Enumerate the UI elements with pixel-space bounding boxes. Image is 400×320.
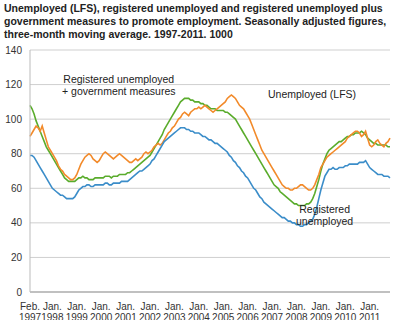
svg-text:Jan.2000: Jan.2000 xyxy=(90,301,113,320)
html-text:Registered: Registered xyxy=(299,203,350,215)
svg-text:Jan.1999: Jan.1999 xyxy=(66,301,89,320)
svg-text:80: 80 xyxy=(11,148,23,159)
svg-text:Jan.2001: Jan.2001 xyxy=(114,301,137,320)
svg-text:Feb.1997: Feb.1997 xyxy=(19,301,42,320)
svg-text:0: 0 xyxy=(16,287,22,298)
svg-text:Jan.2006: Jan.2006 xyxy=(237,301,260,320)
html-text:Unemployed (LFS): Unemployed (LFS) xyxy=(268,88,357,100)
svg-text:Jan.2005: Jan.2005 xyxy=(212,301,235,320)
svg-text:20: 20 xyxy=(11,252,23,263)
svg-text:100: 100 xyxy=(8,114,22,125)
svg-text:Jan.2003: Jan.2003 xyxy=(163,301,186,320)
svg-text:40: 40 xyxy=(11,217,23,228)
svg-text:Jan.2010: Jan.2010 xyxy=(334,301,357,320)
svg-text:60: 60 xyxy=(11,183,23,194)
svg-text:120: 120 xyxy=(8,79,22,90)
svg-text:140: 140 xyxy=(8,45,22,56)
svg-text:Jan.2007: Jan.2007 xyxy=(261,301,284,320)
html-text:Registered unemployed: Registered unemployed xyxy=(63,73,175,85)
svg-text:Jan.1998: Jan.1998 xyxy=(41,301,64,320)
svg-text:Jan.2008: Jan.2008 xyxy=(285,301,308,320)
svg-text:Jan.2002: Jan.2002 xyxy=(139,301,162,320)
svg-text:Jan.2011: Jan.2011 xyxy=(359,301,381,320)
html-text:Unemployed (LFS), registered u: Unemployed (LFS), registered unemployed … xyxy=(4,2,387,40)
svg-text:Jan.2004: Jan.2004 xyxy=(188,301,211,320)
html-text:unemployed: unemployed xyxy=(296,215,354,227)
svg-text:Jan.2009: Jan.2009 xyxy=(310,301,333,320)
html-text:+ government measures: + government measures xyxy=(62,85,176,97)
